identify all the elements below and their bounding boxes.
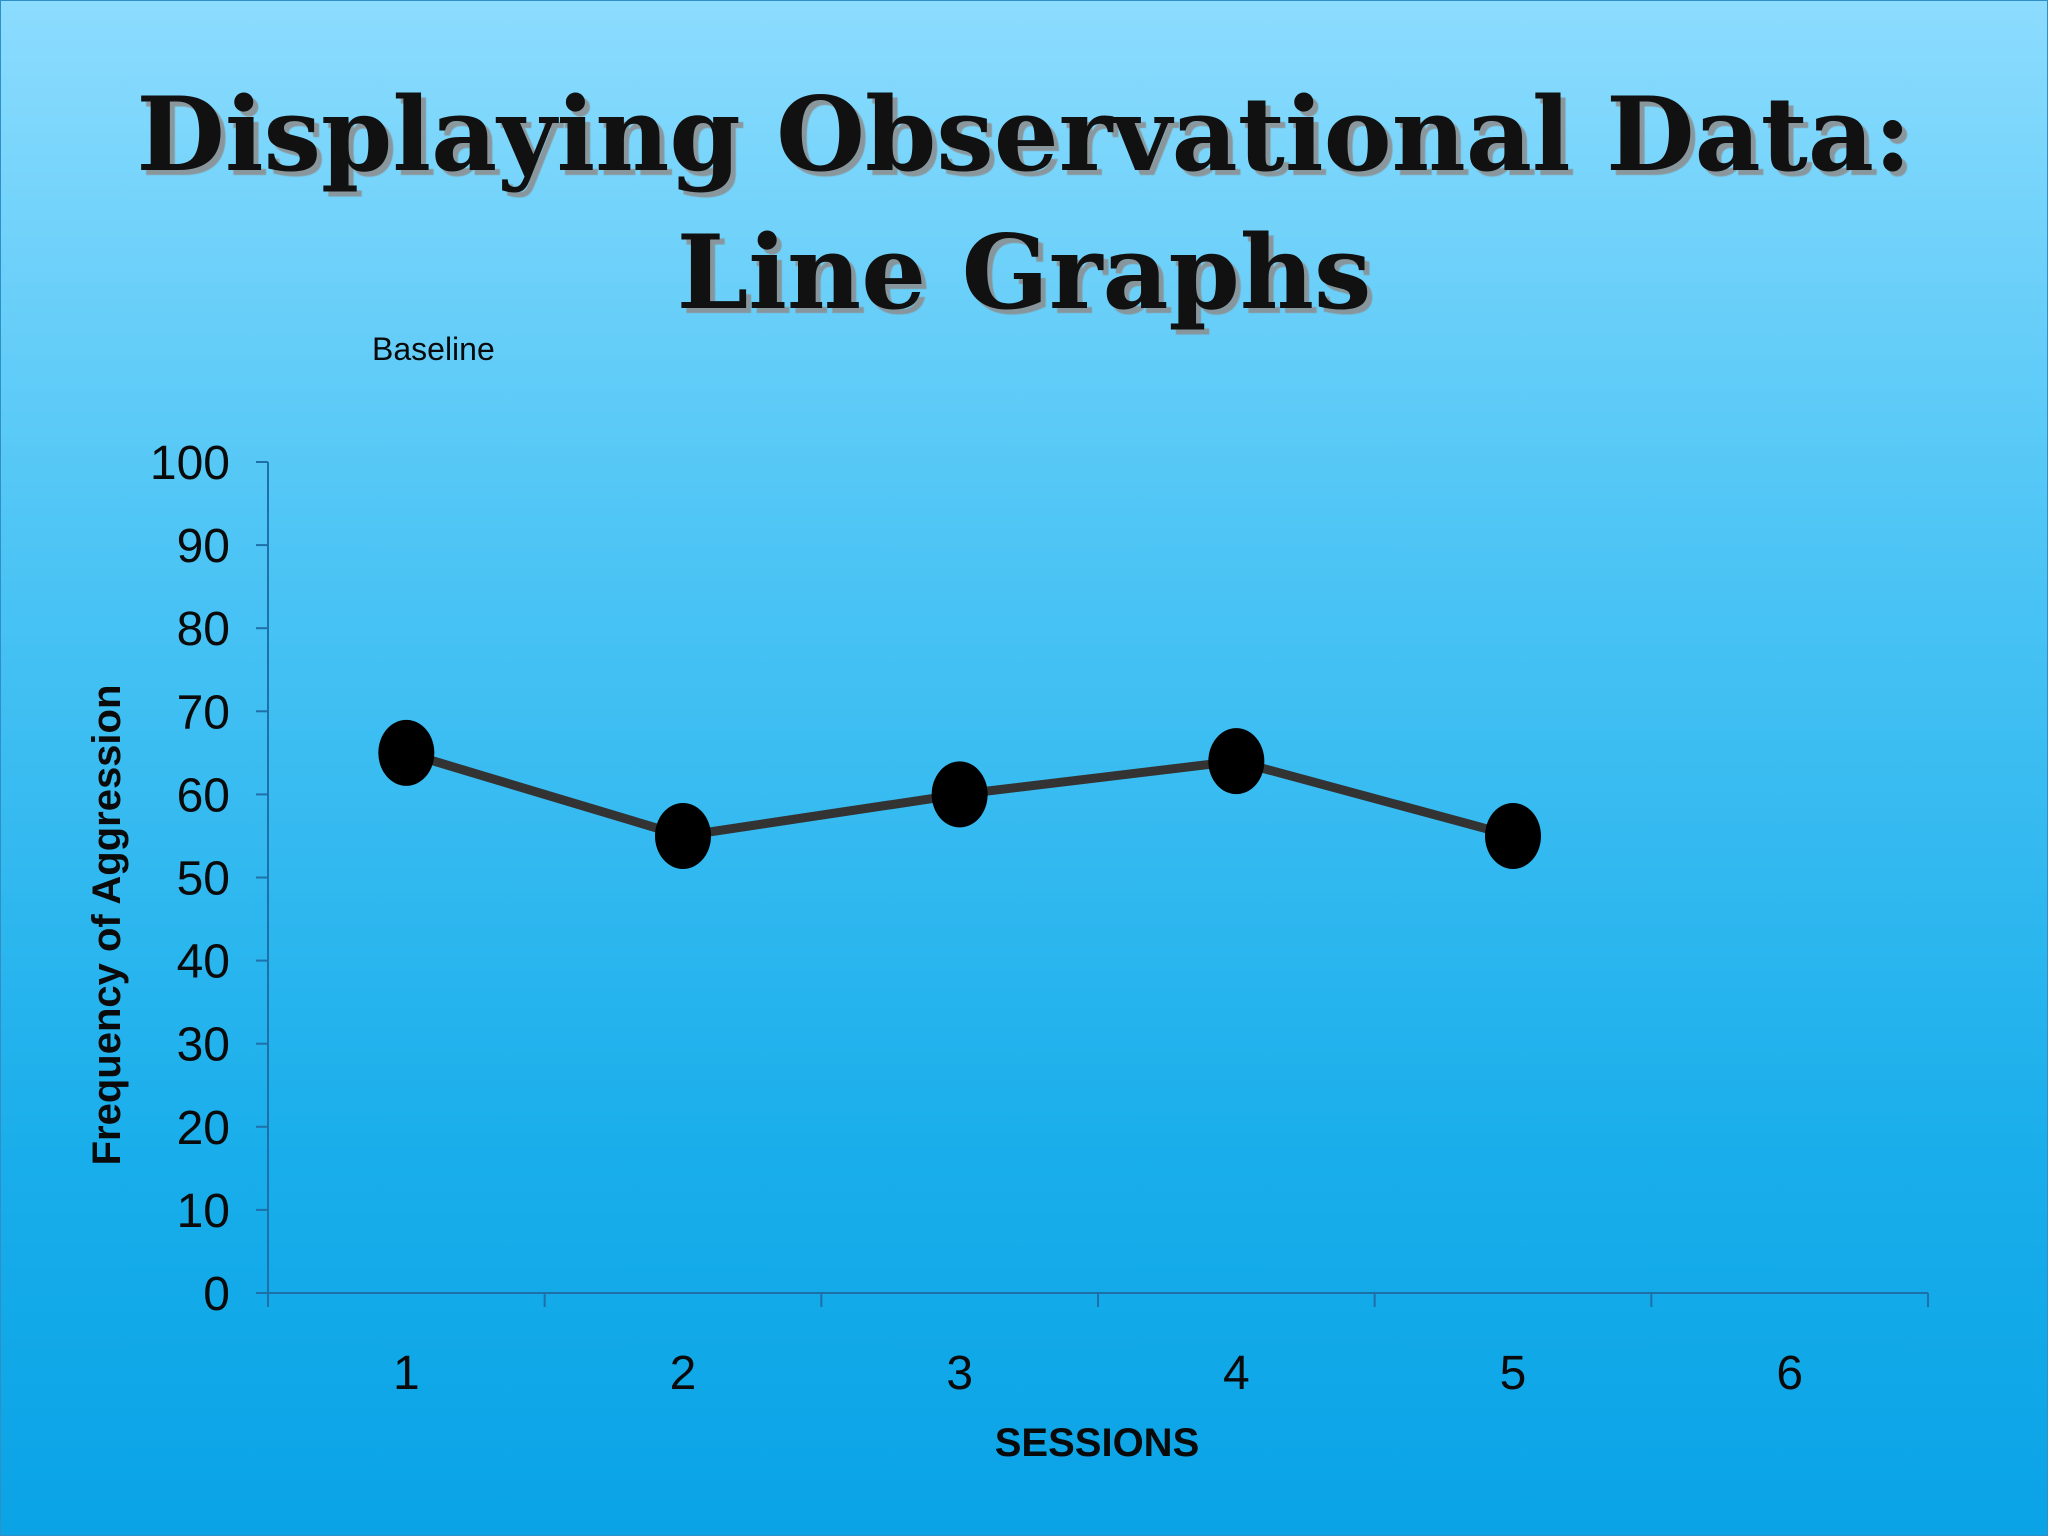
baseline-annotation: Baseline (372, 331, 495, 367)
data-point (1208, 728, 1265, 795)
x-axis-ticks: 1 2 3 4 5 6 (267, 1293, 1929, 1400)
x-tick-label: 6 (1776, 1347, 1803, 1400)
y-tick-label: 100 (150, 437, 230, 490)
y-tick-label: 30 (177, 1019, 230, 1072)
x-tick-label: 4 (1223, 1347, 1250, 1400)
x-tick-label: 5 (1500, 1347, 1527, 1400)
x-tick-label: 1 (393, 1347, 420, 1400)
y-tick-label: 0 (203, 1268, 230, 1321)
slide-title-line-2: Line Graphs (676, 213, 1372, 333)
y-tick-label: 60 (177, 769, 230, 822)
slide-title-line-1: Displaying Observational Data: (136, 75, 1912, 195)
series-group (378, 719, 1541, 869)
y-tick-label: 20 (177, 1102, 230, 1155)
x-axis-title: SESSIONS (995, 1421, 1200, 1465)
y-axis-ticks: 0 10 20 30 40 50 60 70 80 90 100 (150, 437, 268, 1321)
y-tick-label: 80 (177, 603, 230, 656)
y-axis-title: Frequency of Aggression (85, 685, 129, 1166)
y-tick-label: 10 (177, 1185, 230, 1238)
y-tick-label: 70 (177, 686, 230, 739)
y-tick-label: 40 (177, 936, 230, 989)
data-point (1485, 802, 1541, 869)
y-tick-label: 50 (177, 853, 230, 906)
x-tick-label: 2 (670, 1347, 697, 1400)
slide-title: Displaying Observational Data: Line Grap… (0, 66, 2048, 342)
x-tick-label: 3 (946, 1347, 973, 1400)
data-point (931, 761, 988, 828)
data-point (655, 802, 711, 869)
chart-axes (267, 462, 1928, 1294)
data-point (378, 719, 435, 786)
y-tick-label: 90 (177, 520, 230, 573)
